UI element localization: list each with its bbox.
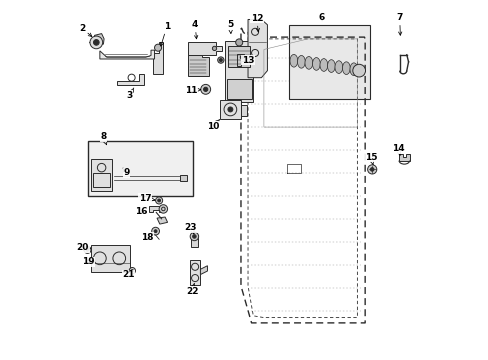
- Ellipse shape: [297, 55, 305, 68]
- Text: 3: 3: [126, 88, 134, 100]
- Ellipse shape: [334, 61, 342, 73]
- Bar: [288, 25, 369, 99]
- Ellipse shape: [342, 62, 349, 75]
- Ellipse shape: [305, 57, 312, 69]
- Text: 12: 12: [250, 14, 263, 32]
- Bar: [190, 238, 198, 247]
- Polygon shape: [148, 207, 163, 212]
- Text: 16: 16: [135, 207, 147, 216]
- Text: 11: 11: [184, 86, 200, 95]
- Bar: [91, 245, 130, 272]
- Bar: [224, 41, 253, 102]
- Polygon shape: [94, 33, 104, 44]
- Bar: [180, 175, 187, 181]
- Circle shape: [131, 270, 133, 272]
- Circle shape: [203, 87, 207, 91]
- Circle shape: [367, 165, 376, 174]
- Bar: [219, 100, 241, 119]
- Circle shape: [370, 168, 373, 171]
- Text: 10: 10: [206, 120, 219, 131]
- Polygon shape: [152, 42, 163, 74]
- Text: 13: 13: [241, 55, 254, 64]
- Text: 14: 14: [391, 144, 404, 155]
- Ellipse shape: [312, 58, 320, 70]
- Text: 22: 22: [185, 283, 198, 296]
- Circle shape: [155, 197, 163, 204]
- Text: 19: 19: [82, 257, 95, 266]
- Polygon shape: [236, 54, 244, 66]
- Text: 5: 5: [227, 20, 233, 33]
- Polygon shape: [188, 55, 208, 76]
- Circle shape: [154, 230, 157, 233]
- Bar: [226, 80, 251, 99]
- Text: 1: 1: [160, 22, 170, 46]
- Polygon shape: [100, 50, 154, 59]
- Polygon shape: [117, 74, 143, 85]
- Text: 15: 15: [364, 153, 376, 165]
- Text: 6: 6: [318, 13, 325, 22]
- Text: 20: 20: [77, 243, 90, 252]
- Circle shape: [84, 246, 91, 253]
- Circle shape: [240, 55, 244, 59]
- Text: 7: 7: [396, 13, 402, 35]
- Bar: [93, 173, 110, 187]
- Circle shape: [159, 205, 167, 213]
- Text: 9: 9: [122, 168, 129, 177]
- Bar: [189, 260, 200, 285]
- Polygon shape: [398, 153, 409, 161]
- Circle shape: [201, 84, 210, 94]
- Polygon shape: [247, 19, 267, 78]
- Ellipse shape: [349, 63, 357, 76]
- Circle shape: [151, 227, 159, 235]
- Circle shape: [86, 248, 89, 251]
- Text: 17: 17: [139, 194, 155, 203]
- Bar: [87, 141, 193, 196]
- Circle shape: [129, 267, 135, 274]
- Circle shape: [352, 64, 365, 77]
- Text: 21: 21: [122, 270, 135, 279]
- Text: 18: 18: [141, 233, 153, 242]
- Circle shape: [90, 36, 102, 49]
- Circle shape: [158, 199, 160, 202]
- Text: 2: 2: [79, 24, 92, 36]
- Circle shape: [93, 40, 99, 45]
- Bar: [227, 46, 250, 67]
- Ellipse shape: [319, 59, 327, 71]
- Circle shape: [212, 46, 216, 50]
- Circle shape: [219, 59, 222, 62]
- Circle shape: [235, 39, 242, 46]
- Text: 4: 4: [191, 20, 198, 39]
- Polygon shape: [157, 217, 167, 224]
- Circle shape: [190, 232, 198, 241]
- Bar: [91, 159, 112, 190]
- Text: 8: 8: [100, 132, 106, 145]
- Circle shape: [217, 57, 224, 63]
- Circle shape: [192, 235, 196, 238]
- Text: 23: 23: [184, 223, 197, 234]
- Ellipse shape: [289, 54, 297, 67]
- Polygon shape: [200, 266, 207, 275]
- Polygon shape: [188, 42, 221, 55]
- Circle shape: [154, 44, 161, 51]
- Ellipse shape: [327, 60, 335, 72]
- Bar: [241, 105, 247, 116]
- Circle shape: [227, 107, 232, 112]
